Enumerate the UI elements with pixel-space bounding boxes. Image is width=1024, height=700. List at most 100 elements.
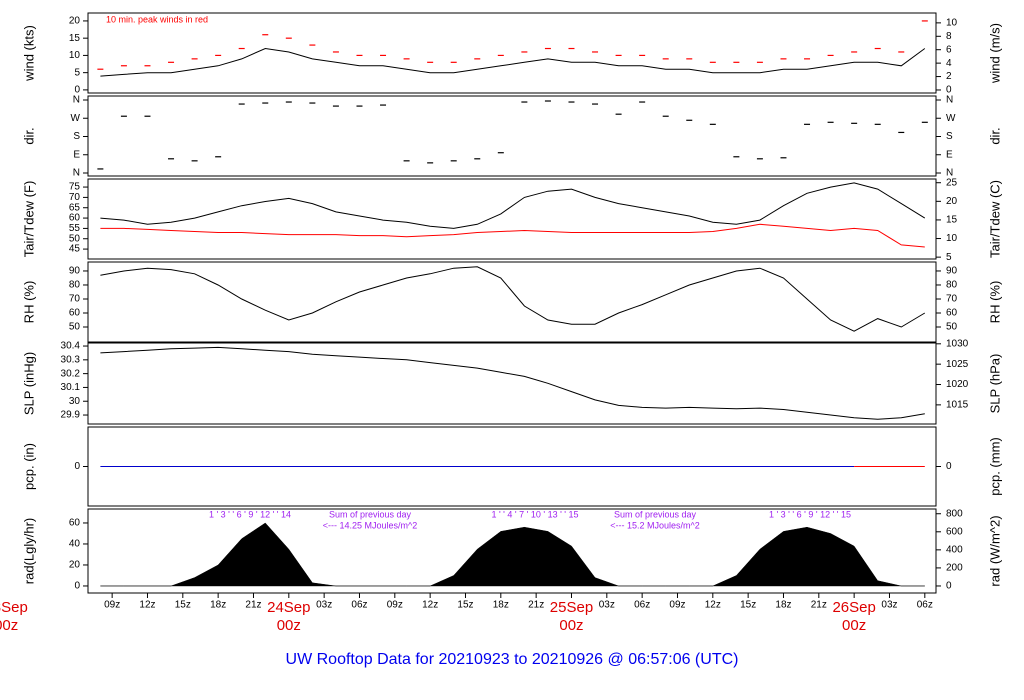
annotation: Sum of previous day [329, 509, 412, 519]
y2-tick-label: 10 [946, 18, 958, 29]
x-tick-day: 24Sep [267, 599, 310, 616]
y2-tick-label: 15 [946, 215, 958, 226]
y-tick-label: 30.4 [61, 341, 81, 352]
y-axis-title: rad(Lgly/hr) [21, 518, 36, 584]
x-tick-label: 18z [775, 600, 791, 611]
y-tick-label: N [73, 95, 80, 106]
x-tick-label: 00z [0, 617, 18, 634]
y2-axis-title: RH (%) [987, 281, 1002, 324]
x-tick-label: 06z [917, 600, 933, 611]
y-axis-title: Tair/Tdew (F) [21, 181, 36, 258]
y-axis-title: wind (kts) [21, 25, 36, 82]
y2-tick-label: 200 [946, 563, 963, 574]
y-tick-label: 45 [69, 244, 81, 255]
x-tick-label: 03z [599, 600, 615, 611]
y-tick-label: 70 [69, 294, 81, 305]
y-tick-label: 0 [74, 461, 80, 472]
y2-axis-title: dir. [987, 127, 1002, 144]
y2-tick-label: 1030 [946, 338, 969, 349]
x-tick-label: 09z [387, 600, 403, 611]
y-tick-label: 90 [69, 266, 81, 277]
y-tick-label: 30.2 [61, 368, 81, 379]
y2-tick-label: 1025 [946, 359, 969, 370]
x-tick-label: 15z [457, 600, 473, 611]
data-line [100, 266, 926, 332]
x-tick-label: 06z [634, 600, 650, 611]
y2-tick-label: 1020 [946, 379, 969, 390]
y2-tick-label: 400 [946, 544, 963, 555]
y2-tick-label: 2 [946, 71, 952, 82]
y2-tick-label: 80 [946, 280, 958, 291]
x-tick-label: 15z [175, 600, 191, 611]
y2-tick-label: 5 [946, 252, 952, 263]
x-tick-label: 21z [528, 600, 544, 611]
data-line [100, 182, 926, 229]
y-tick-label: 20 [69, 16, 81, 27]
y-tick-label: 29.9 [61, 410, 81, 421]
y-tick-label: 5 [74, 67, 80, 78]
y-tick-label: 60 [69, 308, 81, 319]
y2-tick-label: W [946, 113, 956, 124]
x-tick-label: 18z [210, 600, 226, 611]
y2-tick-label: 6 [946, 44, 952, 55]
annotation: <--- 15.2 MJoules/m^2 [610, 520, 700, 530]
x-tick-label: 21z [245, 600, 261, 611]
data-line [100, 47, 926, 77]
x-tick-label: 21z [811, 600, 827, 611]
panel-frame [87, 508, 937, 594]
y2-tick-label: 10 [946, 233, 958, 244]
y-tick-label: 30 [69, 396, 81, 407]
x-tick-label: 00z [842, 617, 866, 634]
x-tick-label: 03z [316, 600, 332, 611]
y-tick-label: 0 [74, 85, 80, 96]
y2-tick-label: 70 [946, 294, 958, 305]
y2-tick-label: 8 [946, 31, 952, 42]
y2-tick-label: S [946, 131, 953, 142]
y2-axis-title: SLP (hPa) [987, 354, 1002, 414]
y2-tick-label: 25 [946, 177, 958, 188]
y-axis-title: pcp. (in) [21, 443, 36, 490]
annotation: 10 min. peak winds in red [106, 14, 208, 24]
y2-tick-label: E [946, 149, 953, 160]
y-tick-label: N [73, 168, 80, 179]
y-tick-label: 50 [69, 233, 81, 244]
data-line [100, 223, 925, 248]
x-tick-label: 03z [881, 600, 897, 611]
panel-frame [87, 95, 937, 177]
y-tick-label: 30.3 [61, 354, 81, 365]
y-tick-label: 70 [69, 192, 81, 203]
y-tick-label: 60 [69, 518, 81, 529]
y-tick-label: S [73, 131, 80, 142]
panel-frame [87, 342, 937, 425]
chart-title: UW Rooftop Data for 20210923 to 20210926… [286, 651, 739, 668]
y-axis-title: dir. [21, 127, 36, 144]
y-tick-label: 20 [69, 560, 81, 571]
y-tick-label: 10 [69, 50, 81, 61]
x-tick-label: 12z [139, 600, 155, 611]
y-tick-label: 0 [74, 581, 80, 592]
y2-tick-label: 0 [946, 581, 952, 592]
x-tick-label: 15z [740, 600, 756, 611]
data-area [100, 522, 926, 587]
y-axis-title: RH (%) [21, 281, 36, 324]
y-tick-label: E [73, 149, 80, 160]
x-tick-label: 12z [422, 600, 438, 611]
y-tick-label: 60 [69, 213, 81, 224]
y2-tick-label: 0 [946, 85, 952, 96]
panel-frame [87, 178, 937, 260]
annotation: Sum of previous day [614, 509, 697, 519]
y2-tick-label: 60 [946, 308, 958, 319]
y2-axis-title: wind (m/s) [987, 23, 1002, 84]
y-tick-label: 75 [69, 182, 81, 193]
y-tick-label: 55 [69, 223, 81, 234]
annotation: 1 ' 3 ' ' 6 ' 9 ' 12 ' ' 14 [209, 509, 291, 519]
x-tick-day: 25Sep [550, 599, 593, 616]
panel-frame [87, 261, 937, 343]
x-tick-label: 09z [669, 600, 685, 611]
y2-tick-label: 600 [946, 526, 963, 537]
annotation: <--- 14.25 MJoules/m^2 [323, 520, 418, 530]
x-tick-label: 06z [351, 600, 367, 611]
y-tick-label: 15 [69, 33, 81, 44]
y-tick-label: 80 [69, 280, 81, 291]
